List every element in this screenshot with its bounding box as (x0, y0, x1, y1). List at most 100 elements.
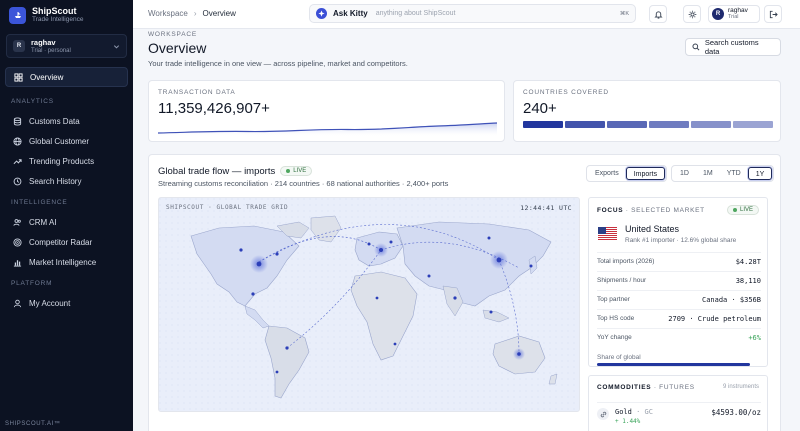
chevron-down-icon (113, 45, 120, 49)
sidebar-item-my-account[interactable]: My Account (5, 293, 128, 313)
transaction-data-card: TRANSACTION DATA 11,359,426,907+ (148, 80, 505, 142)
sidebar: ShipScout Trade Intelligence R raghav Tr… (0, 0, 133, 431)
commodities-panel: COMMODITIES · FUTURES 9 instruments Gold… (588, 375, 768, 431)
footer-brand: SHIPSCOUT.AI™ (5, 421, 61, 427)
account-switcher[interactable]: R raghav Trial · personal (6, 34, 127, 58)
ask-kitty-search[interactable]: Ask Kitty anything about ShipScout ⌘K (309, 4, 636, 23)
search-customs-data-button[interactable]: Search customs data (685, 38, 781, 56)
sidebar-item-label: CRM AI (29, 217, 57, 227)
logout-button[interactable] (764, 5, 782, 23)
commodity-change: + 1.44% (615, 418, 641, 425)
coverage-bar (523, 121, 773, 128)
theme-toggle-button[interactable] (683, 5, 701, 23)
range-1y[interactable]: 1Y (747, 167, 773, 180)
coverage-segment (649, 121, 689, 128)
sidebar-item-trending-products[interactable]: Trending Products (5, 151, 128, 171)
sparkle-icon (316, 8, 327, 19)
live-dot-icon (732, 208, 737, 212)
commodity-name: Gold · GC (615, 408, 653, 416)
commodity-row[interactable]: Gold · GC + 1.44% $4593.00/oz (597, 402, 761, 425)
account-name: raghav (31, 37, 56, 47)
notifications-button[interactable] (649, 5, 667, 23)
map-title: SHIPSCOUT · GLOBAL TRADE GRID (166, 204, 289, 211)
section-label-analytics: ANALYTICS (11, 98, 54, 105)
trending-up-icon (13, 158, 22, 164)
breadcrumb-separator: › (193, 9, 197, 18)
sidebar-item-label: Search History (29, 176, 82, 186)
commodities-label-prefix: COMMODITIES (597, 384, 652, 391)
kpi-label: TRANSACTION DATA (158, 89, 236, 96)
account-avatar: R (13, 40, 25, 52)
sidebar-item-crm-ai[interactable]: CRM AI (5, 212, 128, 232)
page-eyebrow: WORKSPACE (148, 31, 197, 38)
sidebar-item-competitor-radar[interactable]: Competitor Radar (5, 232, 128, 252)
world-trade-map[interactable]: SHIPSCOUT · GLOBAL TRADE GRID 12:44:41 U… (158, 197, 580, 412)
range-1d[interactable]: 1D (680, 170, 689, 177)
range-ytd[interactable]: YTD (726, 170, 741, 177)
logout-icon (769, 10, 778, 18)
focus-row-key: Shipments / hour (597, 277, 647, 284)
commodities-label: COMMODITIES · FUTURES (597, 384, 695, 391)
sidebar-item-customs-data[interactable]: Customs Data (5, 111, 128, 131)
sidebar-item-label: Customs Data (29, 116, 80, 126)
focus-row-value: 38,110 (735, 276, 761, 285)
account-plan: Trial · personal (31, 47, 71, 54)
bell-icon (653, 10, 663, 19)
live-label: LIVE (293, 168, 307, 174)
focus-market-panel: FOCUS · SELECTED MARKET LIVE United Stat… (588, 197, 768, 367)
user-menu[interactable]: R raghav Trial (708, 5, 760, 23)
focus-country: United States (625, 224, 680, 234)
focus-row-value: 2709 · Crude petroleum (668, 314, 761, 323)
section-label-platform: PLATFORM (11, 280, 53, 287)
map-clock: 12:44:41 UTC (520, 204, 572, 212)
focus-row-key: Top HS code (597, 315, 635, 322)
world-map-graphic (159, 198, 579, 411)
commodities-label-suffix: · FUTURES (653, 384, 695, 391)
transaction-sparkline (158, 122, 497, 137)
sidebar-item-label: My Account (29, 298, 71, 308)
coverage-segment (607, 121, 647, 128)
page-subtitle: Your trade intelligence in one view — ac… (148, 59, 408, 68)
user-avatar: R (712, 8, 724, 20)
search-icon (692, 43, 700, 51)
focus-row: Total imports (2026) $4.28T (597, 252, 761, 270)
focus-row-key: Top partner (597, 296, 630, 303)
focus-row-key: YoY change (597, 334, 632, 341)
coverage-segment (565, 121, 605, 128)
globe-icon (13, 136, 22, 146)
coverage-segment (733, 121, 773, 128)
user-icon (13, 299, 22, 307)
flow-toggle: Exports Imports (586, 165, 668, 182)
sidebar-item-label: Global Customer (29, 136, 90, 146)
breadcrumb-workspace[interactable]: Workspace (148, 9, 188, 18)
brand[interactable]: ShipScout Trade Intelligence (0, 0, 133, 30)
sidebar-item-global-customer[interactable]: Global Customer (5, 131, 128, 151)
database-icon (13, 116, 22, 126)
instrument-count: 9 instruments (722, 384, 759, 390)
users-icon (13, 218, 21, 226)
sidebar-item-market-intelligence[interactable]: Market Intelligence (5, 252, 128, 272)
trade-flow-subtitle: Streaming customs reconciliation · 214 c… (158, 179, 449, 188)
commodity-price: $4593.00/oz (711, 408, 761, 417)
breadcrumb-current: Overview (202, 9, 236, 18)
coverage-segment (523, 121, 563, 128)
search-customs-data-label: Search customs data (704, 38, 759, 56)
grid-icon (14, 72, 23, 82)
sidebar-item-label: Trending Products (29, 156, 95, 166)
range-1m[interactable]: 1M (702, 170, 713, 177)
page-title: Overview (148, 40, 207, 56)
sidebar-item-search-history[interactable]: Search History (5, 171, 128, 191)
countries-covered-card: COUNTRIES COVERED 240+ (513, 80, 781, 142)
focus-label-suffix: · SELECTED MARKET (625, 207, 705, 214)
history-icon (13, 177, 22, 185)
tab-exports[interactable]: Exports (595, 170, 619, 177)
sidebar-item-label: Overview (30, 72, 64, 82)
share-label: Share of global (597, 354, 641, 361)
user-name: raghav (728, 7, 748, 14)
sidebar-item-overview[interactable]: Overview (5, 67, 128, 87)
tab-imports[interactable]: Imports (625, 167, 666, 180)
sun-icon (688, 10, 696, 18)
focus-label: FOCUS · SELECTED MARKET (597, 207, 705, 214)
focus-row-value: +6% (748, 333, 761, 342)
user-plan: Trial (728, 14, 739, 20)
